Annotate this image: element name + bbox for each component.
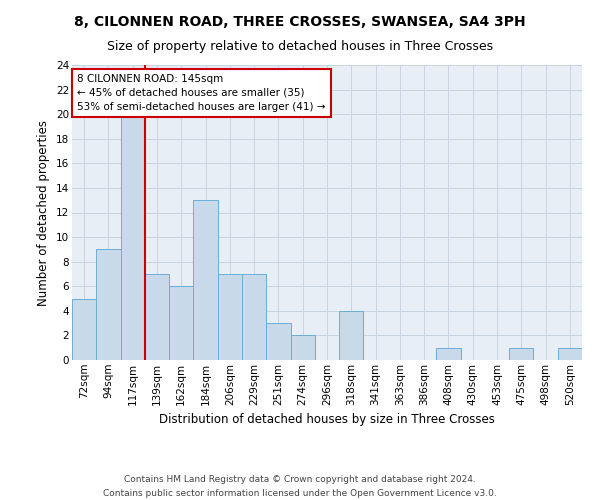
Bar bbox=[145, 274, 169, 360]
Text: 8, CILONNEN ROAD, THREE CROSSES, SWANSEA, SA4 3PH: 8, CILONNEN ROAD, THREE CROSSES, SWANSEA… bbox=[74, 15, 526, 29]
Bar bbox=[436, 348, 461, 360]
Bar bbox=[339, 311, 364, 360]
Text: Contains HM Land Registry data © Crown copyright and database right 2024.
Contai: Contains HM Land Registry data © Crown c… bbox=[103, 476, 497, 498]
Y-axis label: Number of detached properties: Number of detached properties bbox=[37, 120, 50, 306]
Bar bbox=[72, 298, 96, 360]
Bar bbox=[266, 323, 290, 360]
Bar bbox=[121, 114, 145, 360]
Bar bbox=[193, 200, 218, 360]
Bar bbox=[509, 348, 533, 360]
Text: 8 CILONNEN ROAD: 145sqm
← 45% of detached houses are smaller (35)
53% of semi-de: 8 CILONNEN ROAD: 145sqm ← 45% of detache… bbox=[77, 74, 326, 112]
Bar bbox=[169, 286, 193, 360]
Bar bbox=[96, 250, 121, 360]
Bar bbox=[242, 274, 266, 360]
Bar bbox=[218, 274, 242, 360]
X-axis label: Distribution of detached houses by size in Three Crosses: Distribution of detached houses by size … bbox=[159, 413, 495, 426]
Bar bbox=[290, 336, 315, 360]
Bar bbox=[558, 348, 582, 360]
Text: Size of property relative to detached houses in Three Crosses: Size of property relative to detached ho… bbox=[107, 40, 493, 53]
